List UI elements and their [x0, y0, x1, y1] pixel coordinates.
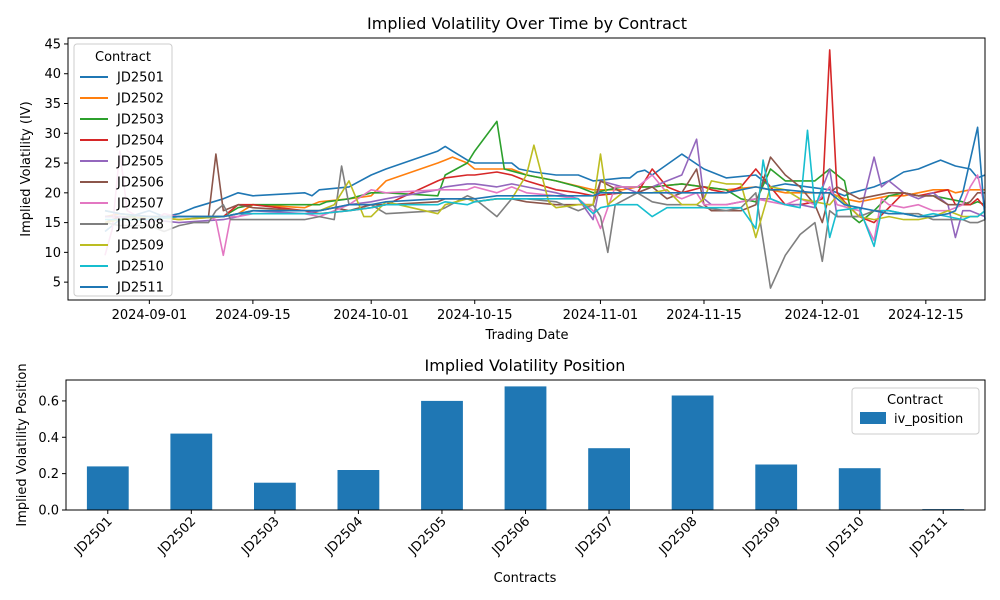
bar-legend-label: iv_position	[894, 412, 963, 427]
line-chart-series-group	[104, 49, 986, 289]
bar-chart-bars	[86, 386, 965, 510]
bar-x-tick-label: JD2510	[823, 514, 868, 559]
bar-jd2509	[755, 464, 798, 510]
bar-jd2504	[337, 470, 380, 510]
line-y-tick-label: 15	[44, 216, 61, 231]
legend-label-jd2502: JD2502	[116, 92, 164, 107]
line-chart-x-axis: 2024-09-01 2024-09-15 2024-10-01 2024-10-15…	[112, 300, 964, 323]
line-legend-items: JD2501 JD2502 JD2503 JD2504 JD2505 JD2506 JD25…	[80, 71, 164, 296]
bar-jd2508	[671, 395, 714, 510]
line-x-tick-label: 2024-12-15	[888, 308, 964, 323]
bar-jd2507	[588, 448, 630, 510]
legend-label-jd2510: JD2510	[116, 260, 164, 275]
series-line-jd2510	[105, 129, 986, 248]
bar-jd2506	[504, 386, 547, 510]
bar-x-tick-label: JD2505	[405, 514, 450, 559]
legend-label-jd2509: JD2509	[116, 239, 164, 254]
line-y-tick-label: 35	[44, 97, 61, 112]
series-line-jd2502	[104, 156, 985, 221]
line-chart-title: Implied Volatility Over Time by Contract	[367, 14, 687, 33]
line-x-tick-label: 2024-09-15	[215, 308, 291, 323]
bar-legend-swatch	[860, 412, 886, 424]
bar-x-tick-label: JD2509	[739, 514, 784, 559]
line-chart-xlabel: Trading Date	[485, 328, 569, 343]
line-y-tick-label: 20	[44, 186, 61, 201]
line-chart-plot-area	[68, 38, 985, 300]
series-line-jd2509	[104, 144, 986, 239]
legend-label-jd2503: JD2503	[116, 113, 164, 128]
bar-chart-x-axis: JD2501 JD2502 JD2503 JD2504 JD2505 JD2506 JD25…	[71, 510, 951, 559]
bar-chart-ylabel: Implied Volatility Position	[15, 363, 30, 526]
line-x-tick-label: 2024-09-01	[112, 308, 188, 323]
line-y-tick-label: 25	[44, 157, 61, 172]
bar-x-tick-label: JD2504	[322, 514, 367, 559]
legend-label-jd2501: JD2501	[116, 71, 164, 86]
line-chart-frame	[67, 37, 986, 301]
line-y-tick-label: 30	[44, 127, 61, 142]
series-line-jd2511	[104, 126, 986, 220]
bar-jd2510	[838, 468, 881, 510]
legend-label-jd2506: JD2506	[116, 176, 164, 191]
bar-jd2502	[170, 433, 213, 510]
series-line-jd2508	[104, 165, 986, 289]
line-x-tick-label: 2024-10-15	[437, 308, 513, 323]
line-x-tick-label: 2024-11-15	[666, 308, 742, 323]
bar-y-tick-label: 0.4	[38, 431, 59, 446]
bar-chart-xlabel: Contracts	[494, 571, 557, 586]
bar-chart: Implied Volatility Position 0.0 0.2 0.4 0.6…	[15, 356, 986, 586]
legend-label-jd2505: JD2505	[116, 155, 164, 170]
bar-chart-title: Implied Volatility Position	[425, 356, 626, 375]
line-x-tick-label: 2024-10-01	[333, 308, 409, 323]
bar-x-tick-label: JD2508	[656, 514, 701, 559]
bar-jd2503	[254, 482, 296, 510]
bar-chart-y-axis: 0.0 0.2 0.4 0.6	[38, 394, 66, 519]
line-x-tick-label: 2024-11-01	[563, 308, 639, 323]
line-chart-legend: Contract JD2501JD2502JD2503JD2504JD2505J…	[73, 43, 173, 297]
line-x-tick-label: 2024-12-01	[785, 308, 861, 323]
line-legend-title: Contract	[95, 50, 151, 65]
line-y-tick-label: 40	[44, 67, 61, 82]
bar-x-tick-label: JD2506	[489, 514, 534, 559]
line-chart-ylabel: Implied Volatility (IV)	[19, 101, 34, 237]
line-y-tick-label: 45	[44, 37, 61, 52]
line-y-tick-label: 10	[44, 246, 61, 261]
bar-x-tick-label: JD2507	[572, 514, 617, 559]
bar-x-tick-label: JD2501	[71, 514, 116, 559]
legend-label-jd2508: JD2508	[116, 218, 164, 233]
bar-chart-frame	[65, 379, 986, 511]
legend-label-jd2504: JD2504	[116, 134, 164, 149]
bar-jd2501	[86, 466, 129, 510]
legend-label-jd2507: JD2507	[116, 197, 164, 212]
bar-chart-legend: Contract iv_position	[851, 387, 980, 435]
line-y-tick-label: 5	[53, 276, 61, 291]
bar-x-tick-label: JD2502	[155, 514, 200, 559]
line-chart-y-axis: 5 10 15 20 25 30 35 40 45	[44, 37, 68, 291]
bar-y-tick-label: 0.2	[38, 467, 59, 482]
bar-x-tick-label: JD2511	[907, 514, 952, 559]
bar-jd2505	[421, 400, 463, 510]
bar-legend-title: Contract	[887, 393, 943, 408]
bar-y-tick-label: 0.0	[38, 504, 59, 519]
bar-y-tick-label: 0.6	[38, 394, 59, 409]
bar-x-tick-label: JD2503	[238, 514, 283, 559]
line-chart: Implied Volatility Over Time by Contract…	[19, 14, 986, 343]
legend-label-jd2511: JD2511	[116, 281, 164, 296]
line-legend-box	[73, 43, 173, 297]
